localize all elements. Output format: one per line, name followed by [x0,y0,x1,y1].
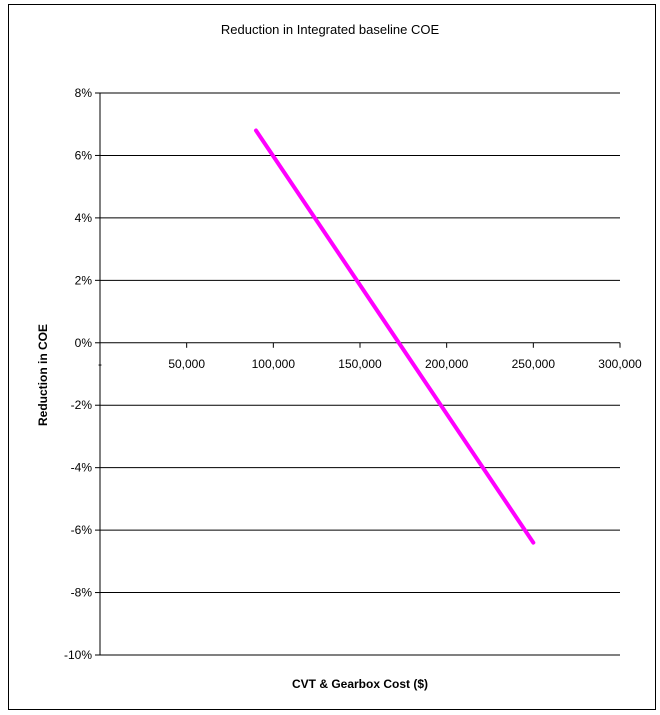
y-tick-label: 4% [75,211,93,225]
x-tick-label: - [98,357,102,371]
y-tick-label: -8% [71,586,93,600]
y-tick-label: -4% [71,461,93,475]
y-tick-label: 6% [75,148,93,162]
x-tick-label: 100,000 [252,357,296,371]
x-tick-label: 50,000 [168,357,205,371]
y-tick-label: 0% [75,336,93,350]
x-tick-label: 200,000 [425,357,469,371]
y-tick-label: 2% [75,273,93,287]
y-axis-title: Reduction in COE [36,324,50,426]
y-tick-label: -2% [71,398,93,412]
tick-labels: 8% 6% 4% 2% 0% -2% -4% -6% -8% -10% - 50,000 100,000… [64,86,642,662]
x-tick-label: 250,000 [512,357,556,371]
x-tick-label: 150,000 [338,357,382,371]
gridlines [100,154,620,594]
chart-title: Reduction in Integrated baseline COE [220,22,440,37]
series-line [254,128,536,545]
y-tick-label: 8% [75,86,93,100]
series-layer [254,128,536,545]
x-axis-title: CVT & Gearbox Cost ($) [291,677,429,691]
axes [95,92,621,656]
y-tick-label: -10% [64,648,92,662]
x-tick-label: 300,000 [598,357,642,371]
y-tick-label: -6% [71,523,93,537]
